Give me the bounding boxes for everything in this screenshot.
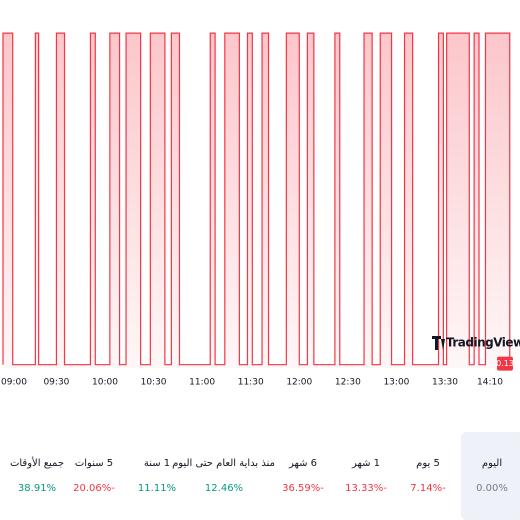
period-change: 12.46% [204, 483, 244, 494]
period-label: 5 يوم [416, 458, 440, 469]
period-change: 36.59%- [282, 483, 324, 494]
period-change: 13.33%- [345, 483, 387, 494]
period-tab[interactable]: 5 سنوات 20.06%- [63, 432, 125, 520]
period-change: 0.00% [476, 483, 508, 494]
area [3, 33, 510, 369]
period-label: 5 سنوات [74, 458, 114, 469]
period-tab[interactable]: منذ بداية العام حتى اليوم 12.46% [172, 432, 275, 520]
period-tab[interactable]: 1 سنة 11.11% [126, 432, 188, 520]
price-line [2, 32, 511, 366]
period-change: 7.14%- [410, 483, 446, 494]
x-tick-label: 10:00 [92, 378, 118, 388]
x-tick-label: 11:00 [189, 378, 215, 388]
x-tick-label: 09:00 [1, 378, 27, 388]
period-change: 11.11% [137, 483, 177, 494]
period-tab[interactable]: 6 شهر 36.59%- [272, 432, 334, 520]
brand: TradingView [446, 336, 520, 350]
period-tab[interactable]: جميع الأوقات 38.91% [6, 432, 68, 520]
period-change: 38.91% [17, 483, 57, 494]
logo[interactable]: TradingView [432, 336, 520, 351]
period-tabs: اليوم 0.00% 5 يوم 7.14%- 1 شهر 13.33%- 6 شهر 36… [0, 432, 520, 520]
chart: 09:00 09:30 10:00 10:30 11:00 11:30 12:00 12:30… [1, 32, 520, 388]
period-tab[interactable]: اليوم 0.00% [461, 432, 520, 520]
x-tick-label: 14:10 [477, 378, 503, 388]
period-label: منذ بداية العام حتى اليوم [172, 458, 275, 469]
last-price-label: 0.13 [496, 359, 514, 368]
logo-icon [432, 336, 445, 350]
period-tab[interactable]: 5 يوم 7.14%- [397, 432, 459, 520]
x-tick-label: 12:00 [286, 378, 312, 388]
x-tick-label: 11:30 [238, 378, 264, 388]
x-tick-label: 13:30 [432, 378, 458, 388]
period-label: 1 شهر [351, 458, 381, 469]
x-tick-label: 10:30 [141, 378, 167, 388]
period-label: 1 سنة [143, 458, 171, 469]
period-label: جميع الأوقات [9, 458, 65, 469]
x-tick-label: 09:30 [43, 378, 69, 388]
period-change: 20.06%- [73, 483, 115, 494]
period-label: اليوم [481, 458, 503, 469]
last-price-badge [497, 356, 513, 371]
x-tick-label: 12:30 [335, 378, 361, 388]
period-tab[interactable]: 1 شهر 13.33%- [335, 432, 397, 520]
period-label: 6 شهر [288, 458, 318, 469]
x-tick-label: 13:00 [383, 378, 409, 388]
